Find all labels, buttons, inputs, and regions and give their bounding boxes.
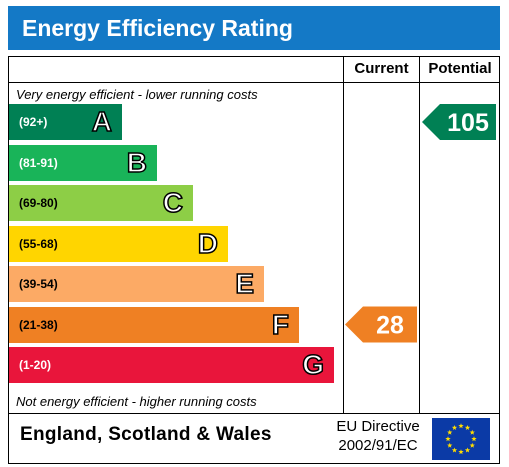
region-label: England, Scotland & Wales — [20, 424, 272, 445]
band-range-label: (69-80) — [19, 196, 58, 210]
band-range-label: (81-91) — [19, 155, 58, 170]
band-b: (81-91) B — [9, 144, 157, 181]
eu-star-icon — [471, 436, 477, 442]
band-range-label: (1-20) — [19, 358, 52, 372]
footer-rule — [8, 413, 500, 414]
eu-star-icon — [447, 429, 453, 435]
band-letter: C — [162, 186, 184, 219]
band-range-label: (92+) — [19, 115, 48, 129]
band-letter: D — [197, 227, 219, 260]
eu-star-icon — [451, 424, 458, 431]
eu-star-icon — [464, 447, 471, 453]
band-f: (21-38) F — [9, 306, 299, 343]
caption-efficient: Very energy efficient - lower running co… — [16, 87, 258, 102]
eu-star-icon — [469, 429, 475, 435]
eu-star-icon — [469, 442, 475, 448]
band-c: (69-80) C — [9, 185, 193, 221]
eu-directive-line2: 2002/91/EC — [338, 437, 418, 454]
band-letter: A — [91, 105, 113, 138]
eu-star-icon — [458, 449, 464, 455]
band-e: (39-54) E — [9, 266, 264, 302]
eu-flag-icon — [432, 418, 490, 460]
eu-star-icon — [458, 423, 464, 429]
current-column-header: Current — [354, 60, 409, 77]
band-letter: B — [126, 146, 148, 179]
chart-title: Energy Efficiency Rating — [22, 15, 293, 41]
band-d: (55-68) D — [9, 225, 228, 262]
rating-frame — [8, 56, 500, 464]
caption-inefficient: Not energy efficient - higher running co… — [16, 394, 257, 409]
divider-current — [343, 56, 344, 413]
band-letter: G — [301, 348, 324, 381]
eu-star-icon — [445, 436, 451, 442]
eu-directive-line1: EU Directive — [336, 418, 420, 435]
eu-star-icon — [451, 447, 458, 453]
band-letter: E — [235, 267, 255, 300]
eu-star-icon — [464, 424, 471, 431]
eu-star-icon — [447, 442, 453, 448]
band-g: (1-20) G — [9, 347, 334, 383]
band-range-label: (55-68) — [19, 236, 58, 251]
eu-directive: EU Directive 2002/91/EC — [326, 417, 430, 455]
title-bar: Energy Efficiency Rating — [8, 6, 500, 50]
band-letter: F — [271, 308, 290, 341]
band-range-label: (39-54) — [19, 277, 58, 291]
header-rule — [8, 82, 500, 83]
potential-column-header: Potential — [428, 60, 492, 77]
band-a: (92+) A — [9, 104, 122, 140]
band-range-label: (21-38) — [19, 317, 58, 332]
divider-potential — [419, 56, 420, 413]
